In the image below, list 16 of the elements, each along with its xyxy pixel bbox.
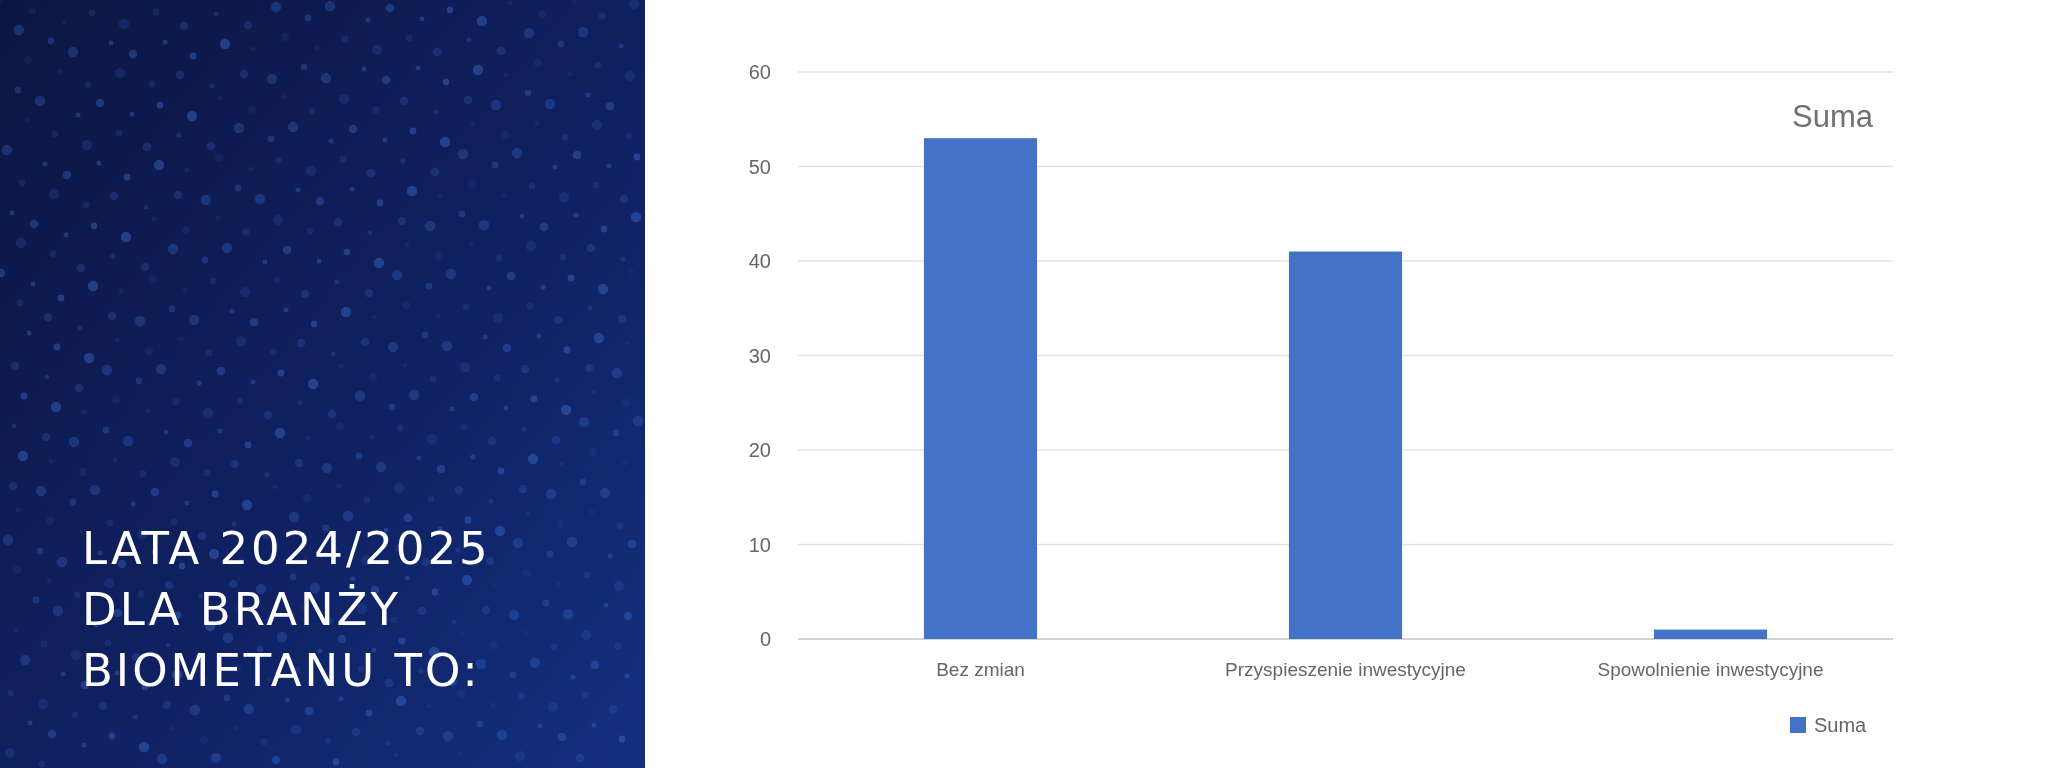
y-tick-label: 0	[759, 628, 771, 650]
bar	[1653, 629, 1768, 639]
y-tick-label: 30	[748, 344, 771, 367]
x-tick-label: Przyspieszenie inwestycyjne	[1225, 659, 1466, 680]
text: LATA 2024/2025 DLA BRANŻY BIOMETANU TO:	[82, 522, 491, 697]
bar	[923, 138, 1038, 639]
x-tick-label: Bez zmian	[936, 659, 1025, 680]
bar	[1288, 251, 1403, 639]
x-tick-label: Spowolnienie inwestycyjne	[1597, 659, 1824, 680]
legend-label: Suma	[1814, 714, 1868, 736]
y-tick-label: 10	[748, 533, 771, 556]
y-tick-label: 20	[748, 439, 771, 461]
y-tick-label: 60	[748, 61, 771, 83]
y-tick-label: 50	[748, 155, 771, 178]
text: Suma	[1792, 99, 1874, 134]
y-tick-label: 40	[748, 250, 771, 272]
